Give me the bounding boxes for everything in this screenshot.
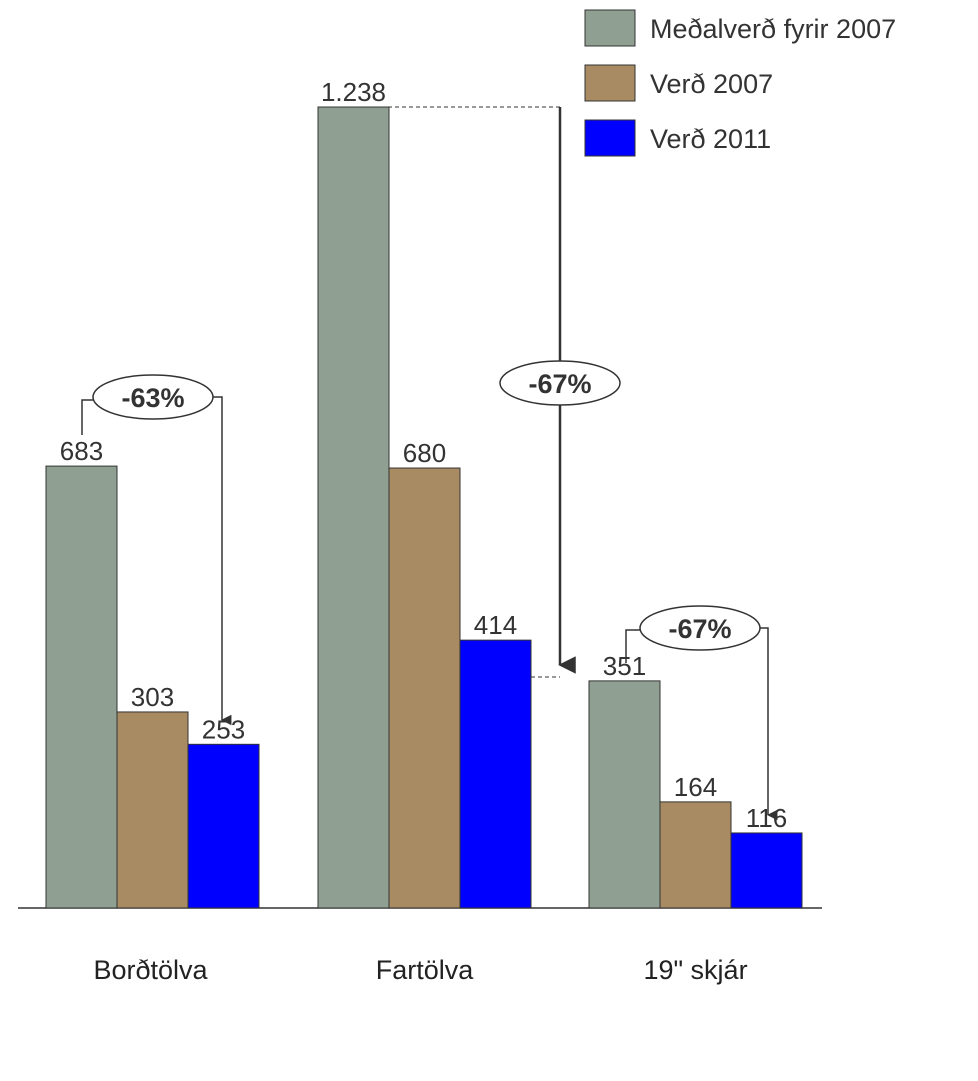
value-label: 351: [603, 651, 646, 681]
bar: [659, 801, 732, 909]
bar: [388, 467, 461, 909]
value-label: 164: [674, 772, 717, 802]
value-label: 1.238: [321, 77, 386, 107]
value-label: 683: [60, 436, 103, 466]
annotation-oval: [92, 374, 214, 420]
bar: [317, 106, 390, 909]
annotation-oval: [639, 605, 761, 651]
value-label: 303: [131, 682, 174, 712]
x-tick-label: Borðtölva: [93, 955, 208, 985]
value-label: 253: [202, 714, 245, 744]
value-label: 680: [403, 438, 446, 468]
legend-label: Verð 2007: [650, 69, 773, 99]
legend-label: Meðalverð fyrir 2007: [650, 14, 896, 44]
annotation: -67%: [668, 614, 731, 644]
value-label: 116: [746, 803, 787, 833]
bar: [730, 832, 803, 909]
annotation: -63%: [121, 383, 184, 413]
legend-swatch: [584, 9, 636, 47]
bar: [45, 465, 118, 909]
x-tick-label: 19" skjár: [643, 955, 748, 985]
bar: [116, 711, 189, 909]
legend-swatch: [584, 119, 636, 157]
value-label: 414: [474, 610, 517, 640]
annotation: -67%: [528, 369, 591, 399]
legend-swatch: [584, 64, 636, 102]
x-tick-label: Fartölva: [375, 955, 474, 985]
annotation-oval: [499, 360, 621, 406]
bar: [459, 639, 532, 909]
bar: [187, 743, 260, 909]
legend-label: Verð 2011: [650, 124, 771, 154]
bar: [588, 680, 661, 909]
